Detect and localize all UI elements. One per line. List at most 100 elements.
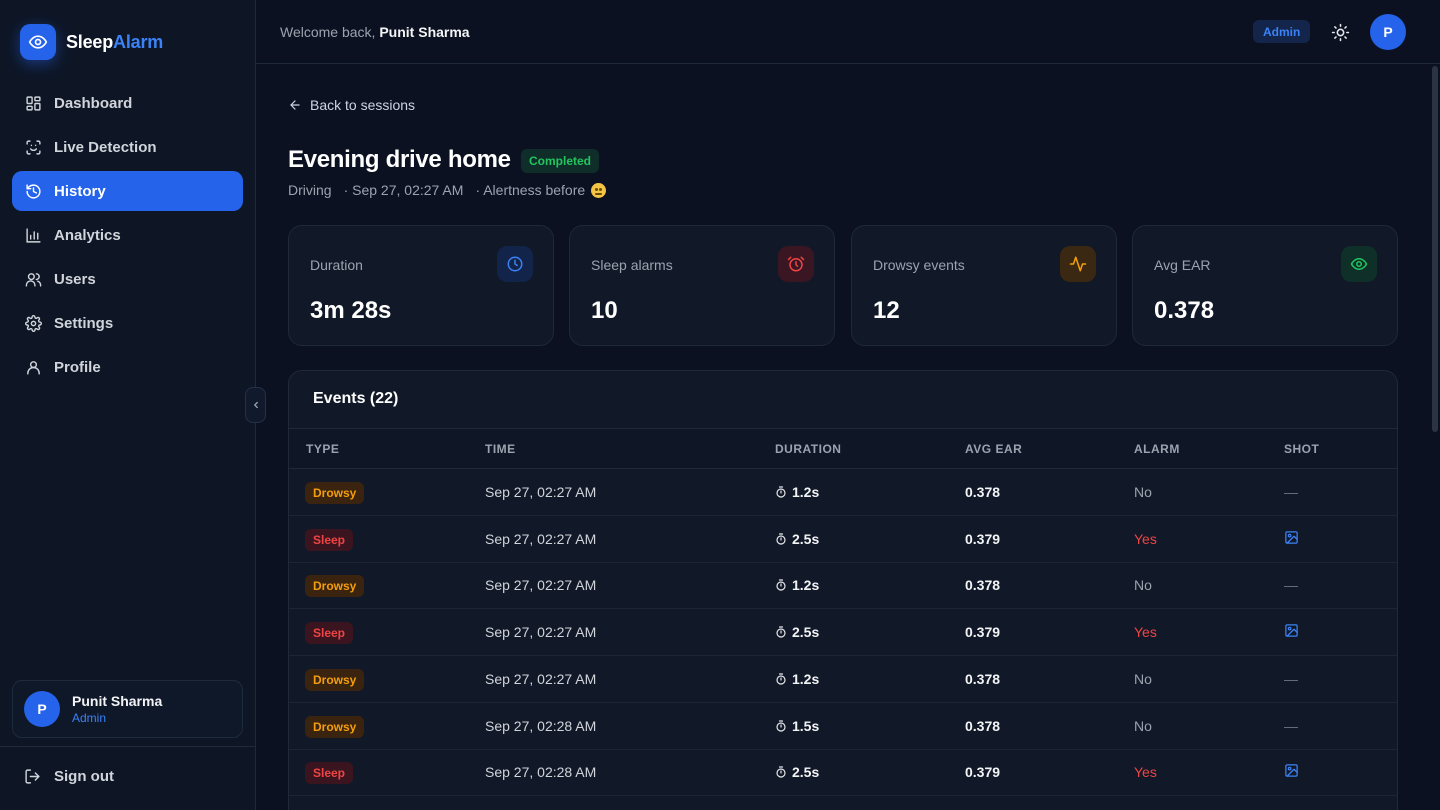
log-out-icon — [25, 769, 40, 784]
session-meta: Driving · Sep 27, 02:27 AM · Alertness b… — [288, 182, 607, 198]
stat-label: Sleep alarms — [591, 257, 673, 273]
sidebar-item-settings[interactable]: Settings — [12, 303, 243, 343]
stopwatch-icon — [776, 533, 786, 545]
gear-icon — [25, 314, 42, 332]
sidebar-item-users[interactable]: Users — [12, 259, 243, 299]
column-header-type: TYPE — [306, 442, 340, 456]
sidebar-item-history[interactable]: History — [12, 171, 243, 211]
event-time: Sep 27, 02:27 AM — [485, 577, 597, 593]
event-alarm: Yes — [1134, 531, 1157, 547]
user-role: Admin — [72, 711, 107, 725]
users-icon — [25, 272, 42, 287]
brand[interactable]: SleepAlarm — [20, 24, 163, 60]
event-alarm: No — [1134, 718, 1152, 734]
sidebar-item-label: Live Detection — [54, 138, 157, 156]
event-type-badge: Sleep — [305, 622, 354, 644]
event-duration: 2.5s — [775, 764, 819, 780]
column-header-shot: SHOT — [1284, 442, 1320, 456]
brand-name-part2: Alarm — [113, 31, 164, 52]
activity-icon — [1060, 246, 1096, 282]
back-label: Back to sessions — [310, 97, 416, 113]
sidebar-item-label: Dashboard — [54, 94, 133, 112]
scrollbar[interactable] — [1430, 64, 1440, 810]
sign-out-button[interactable]: Sign out — [24, 768, 114, 785]
header-avatar[interactable]: P — [1370, 14, 1406, 50]
stat-label: Avg EAR — [1154, 257, 1211, 273]
sidebar-item-profile[interactable]: Profile — [12, 347, 243, 387]
brand-name-part1: Sleep — [66, 31, 114, 52]
clock-icon — [497, 246, 533, 282]
sidebar: SleepAlarm Dashboard Live Detection Hist… — [0, 0, 256, 810]
arrow-left-icon — [290, 100, 300, 110]
top-header: Welcome back, Punit Sharma Admin P — [256, 0, 1440, 64]
event-duration: 1.5s — [775, 718, 819, 734]
back-to-sessions-link[interactable]: Back to sessions — [288, 97, 415, 113]
event-type-badge: Drowsy — [305, 716, 365, 738]
table-row[interactable]: Drowsy Sep 27, 02:27 AM 1.2s 0.378 No — — [289, 657, 1397, 703]
event-avg-ear: 0.379 — [965, 764, 1001, 780]
sidebar-item-analytics[interactable]: Analytics — [12, 215, 243, 255]
image-icon[interactable] — [1284, 763, 1299, 781]
event-duration: 2.5s — [775, 624, 819, 640]
user-icon — [27, 360, 40, 375]
status-badge: Completed — [521, 149, 600, 173]
theme-toggle-button[interactable] — [1329, 21, 1351, 43]
stats-row: Duration 3m 28s Sleep alarms 10 Drowsy e… — [288, 225, 1398, 346]
stat-card-avg-ear: Avg EAR 0.378 — [1132, 225, 1398, 346]
stopwatch-icon — [776, 720, 786, 732]
sidebar-item-label: Analytics — [54, 226, 121, 244]
grid-icon — [26, 95, 41, 111]
sidebar-item-label: Users — [54, 270, 96, 288]
event-duration-value: 1.2s — [792, 671, 820, 687]
sidebar-item-label: Profile — [54, 358, 101, 376]
eye-icon — [1341, 246, 1377, 282]
event-time: Sep 27, 02:28 AM — [485, 764, 597, 780]
sun-icon — [1331, 23, 1349, 41]
table-row[interactable]: Sleep Sep 27, 02:27 AM 2.5s 0.379 Yes — [289, 610, 1397, 656]
event-alarm: No — [1134, 671, 1152, 687]
event-shot-empty: — — [1284, 484, 1298, 500]
brand-name: SleepAlarm — [66, 32, 163, 53]
events-panel: Events (22) TYPE TIME DURATION AVG EAR A… — [288, 370, 1398, 810]
event-time: Sep 27, 02:27 AM — [485, 624, 597, 640]
column-header-avg-ear: AVG EAR — [965, 442, 1023, 456]
event-avg-ear: 0.378 — [965, 577, 1001, 593]
event-time: Sep 27, 02:27 AM — [485, 671, 597, 687]
stat-value: 10 — [591, 297, 618, 324]
event-duration-value: 2.5s — [792, 764, 820, 780]
collapse-sidebar-button[interactable] — [245, 387, 266, 423]
stopwatch-icon — [776, 626, 786, 638]
stat-label: Duration — [310, 257, 363, 273]
image-icon[interactable] — [1284, 530, 1299, 548]
alarm-clock-icon — [778, 246, 814, 282]
eye-logo-icon — [20, 24, 56, 60]
sidebar-user-card[interactable]: P Punit Sharma Admin — [12, 680, 243, 738]
event-alarm: Yes — [1134, 764, 1157, 780]
event-type-badge: Drowsy — [305, 575, 365, 597]
event-type-badge: Drowsy — [305, 482, 365, 504]
table-row[interactable]: Drowsy Sep 27, 02:27 AM 1.2s 0.378 No — — [289, 563, 1397, 609]
sidebar-item-dashboard[interactable]: Dashboard — [12, 83, 243, 123]
column-header-time: TIME — [485, 442, 516, 456]
event-type-badge: Drowsy — [305, 669, 365, 691]
table-row[interactable]: Drowsy Sep 27, 02:28 AM 1.5s 0.378 No — — [289, 704, 1397, 750]
table-row[interactable]: Drowsy Sep 27, 02:27 AM 1.2s 0.378 No — — [289, 470, 1397, 516]
sidebar-nav: Dashboard Live Detection History Analyti… — [12, 83, 243, 391]
session-alertness-label: · Alertness before — [475, 182, 586, 198]
event-avg-ear: 0.379 — [965, 624, 1001, 640]
scan-face-icon — [26, 139, 41, 155]
event-duration-value: 1.5s — [792, 718, 820, 734]
event-avg-ear: 0.379 — [965, 531, 1001, 547]
scrollbar-thumb[interactable] — [1432, 66, 1438, 432]
stat-value: 12 — [873, 297, 900, 324]
event-shot-empty: — — [1284, 671, 1298, 687]
stat-label: Drowsy events — [873, 257, 965, 273]
sidebar-item-live-detection[interactable]: Live Detection — [12, 127, 243, 167]
user-meta: Punit Sharma Admin — [72, 693, 162, 725]
event-type-badge: Sleep — [305, 762, 354, 784]
image-icon[interactable] — [1284, 623, 1299, 641]
table-row[interactable]: Sleep Sep 27, 02:27 AM 2.5s 0.379 Yes — [289, 517, 1397, 563]
session-datetime: · Sep 27, 02:27 AM — [343, 182, 464, 198]
table-row[interactable]: Sleep Sep 27, 02:28 AM 2.5s 0.379 Yes — [289, 750, 1397, 796]
divider — [0, 746, 255, 747]
